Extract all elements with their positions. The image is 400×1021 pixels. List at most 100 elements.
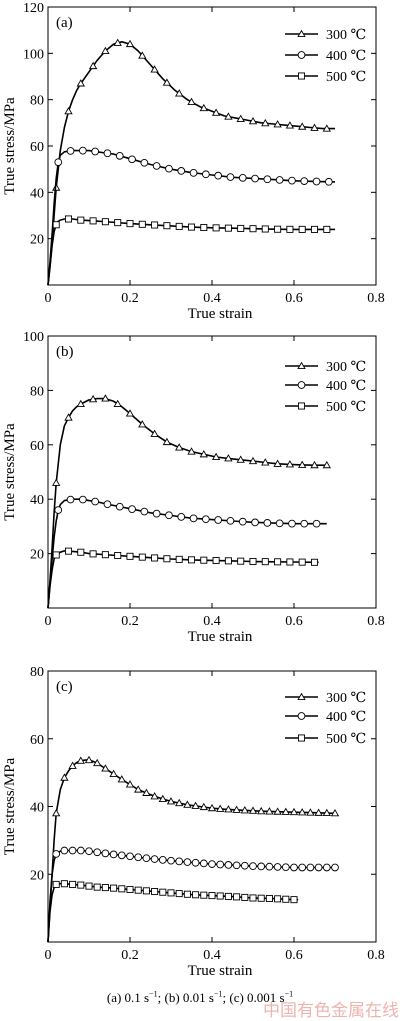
data-point-square (187, 556, 196, 564)
data-point-square (224, 892, 232, 900)
data-point-square (257, 894, 265, 902)
data-point-square (69, 880, 77, 888)
data-point-square (175, 890, 183, 898)
chart-panel-a: 0 0.2 0.4 0.6 0.8 20 40 60 80 100 120 True strain Tr… (2, 1, 385, 322)
data-point-triangle (76, 79, 85, 87)
data-point-square (208, 892, 216, 900)
data-point-square (249, 894, 257, 902)
x-tick-label: 0.2 (121, 948, 139, 963)
x-tick-label: 0 (45, 614, 52, 629)
data-point-triangle (298, 460, 307, 468)
data-point-triangle (166, 797, 176, 805)
data-point-square (216, 892, 224, 900)
legend-label: 300 ℃ (326, 691, 366, 706)
data-point-circle (202, 170, 210, 179)
data-point-square (233, 893, 241, 901)
y-tick-label: 80 (30, 665, 44, 680)
caption-part-b: ; (b) 0.01 s (157, 990, 214, 1005)
data-point-circle (331, 863, 339, 872)
data-point-square (126, 552, 134, 560)
x-tick-label: 0 (45, 948, 52, 963)
data-point-square (261, 225, 269, 233)
legend-marker-triangle (297, 692, 306, 700)
watermark: 中国有色金属在线 (263, 1001, 399, 1021)
data-point-triangle (240, 806, 249, 814)
data-point-circle (140, 507, 149, 516)
data-point-circle (238, 174, 247, 182)
data-point-square (151, 221, 159, 229)
data-point-circle (54, 506, 63, 514)
data-point-square (134, 886, 142, 894)
data-point-square (52, 221, 60, 229)
data-point-square (286, 558, 294, 566)
data-point-triangle (175, 798, 184, 807)
data-point-square (290, 896, 298, 904)
chart-panel-c: 0 0.2 0.4 0.6 0.8 20 40 60 80 True strain True str… (2, 665, 385, 979)
data-point-square (241, 893, 249, 901)
data-point-square (237, 224, 245, 232)
data-point-triangle (183, 800, 192, 808)
data-point-circle (115, 502, 124, 511)
data-point-square (138, 553, 146, 561)
data-point-circle (91, 497, 100, 506)
data-point-triangle (52, 478, 61, 486)
x-tick-label: 0.4 (203, 614, 221, 629)
data-point-circle (66, 495, 75, 504)
legend-marker-square (297, 734, 306, 742)
y-tick-label: 100 (23, 330, 44, 345)
data-point-triangle (64, 413, 73, 421)
data-point-triangle (187, 97, 196, 105)
data-point-triangle (191, 801, 200, 809)
data-point-triangle (306, 808, 315, 816)
legend-label: 400 ℃ (326, 49, 366, 64)
caption-exponent-c: −1 (284, 989, 294, 999)
x-tick-label: 0.6 (285, 948, 303, 963)
data-point-triangle (211, 452, 221, 461)
data-point-triangle (207, 803, 217, 812)
data-point-triangle (298, 122, 307, 130)
data-point-triangle (236, 114, 245, 122)
data-point-square (298, 225, 306, 233)
data-point-triangle (310, 123, 319, 131)
data-point-circle (93, 848, 102, 857)
data-point-circle (115, 151, 124, 160)
data-point-triangle (257, 806, 266, 815)
data-point-triangle (117, 775, 126, 783)
data-point-circle (103, 149, 112, 158)
data-point-circle (322, 863, 331, 872)
data-point-triangle (314, 808, 323, 816)
data-point-triangle (138, 420, 147, 428)
x-tick-label: 0.2 (121, 291, 139, 306)
data-point-square (212, 224, 220, 232)
data-point-triangle (162, 78, 172, 86)
data-point-square (187, 223, 196, 231)
data-point-circle (306, 863, 315, 872)
data-point-triangle (322, 460, 331, 469)
data-point-circle (214, 516, 223, 524)
data-point-circle (251, 518, 259, 527)
figure-caption: (a) 0.1 s−1; (b) 0.01 s−1; (c) 0.001 s−1 (0, 990, 400, 1006)
y-axis-label: True stress/MPa (2, 757, 18, 855)
data-point-circle (109, 850, 118, 859)
data-point-triangle (142, 788, 151, 796)
data-point-triangle (330, 808, 340, 817)
data-point-triangle (68, 761, 77, 769)
data-point-circle (101, 849, 110, 858)
data-point-square (110, 884, 118, 892)
data-point-circle (165, 164, 173, 173)
data-point-triangle (52, 808, 61, 817)
legend-marker-square (297, 402, 306, 410)
data-point-triangle (88, 61, 98, 70)
data-point-circle (60, 846, 69, 855)
data-point-triangle (216, 804, 225, 812)
data-point-circle (240, 861, 249, 870)
data-point-square (77, 548, 85, 556)
data-point-triangle (162, 437, 172, 446)
panel-label: (c) (56, 679, 73, 695)
data-point-triangle (273, 459, 282, 467)
data-point-circle (199, 859, 208, 868)
data-point-triangle (248, 116, 258, 125)
plot-frame (47, 335, 377, 609)
data-point-triangle (60, 773, 69, 781)
